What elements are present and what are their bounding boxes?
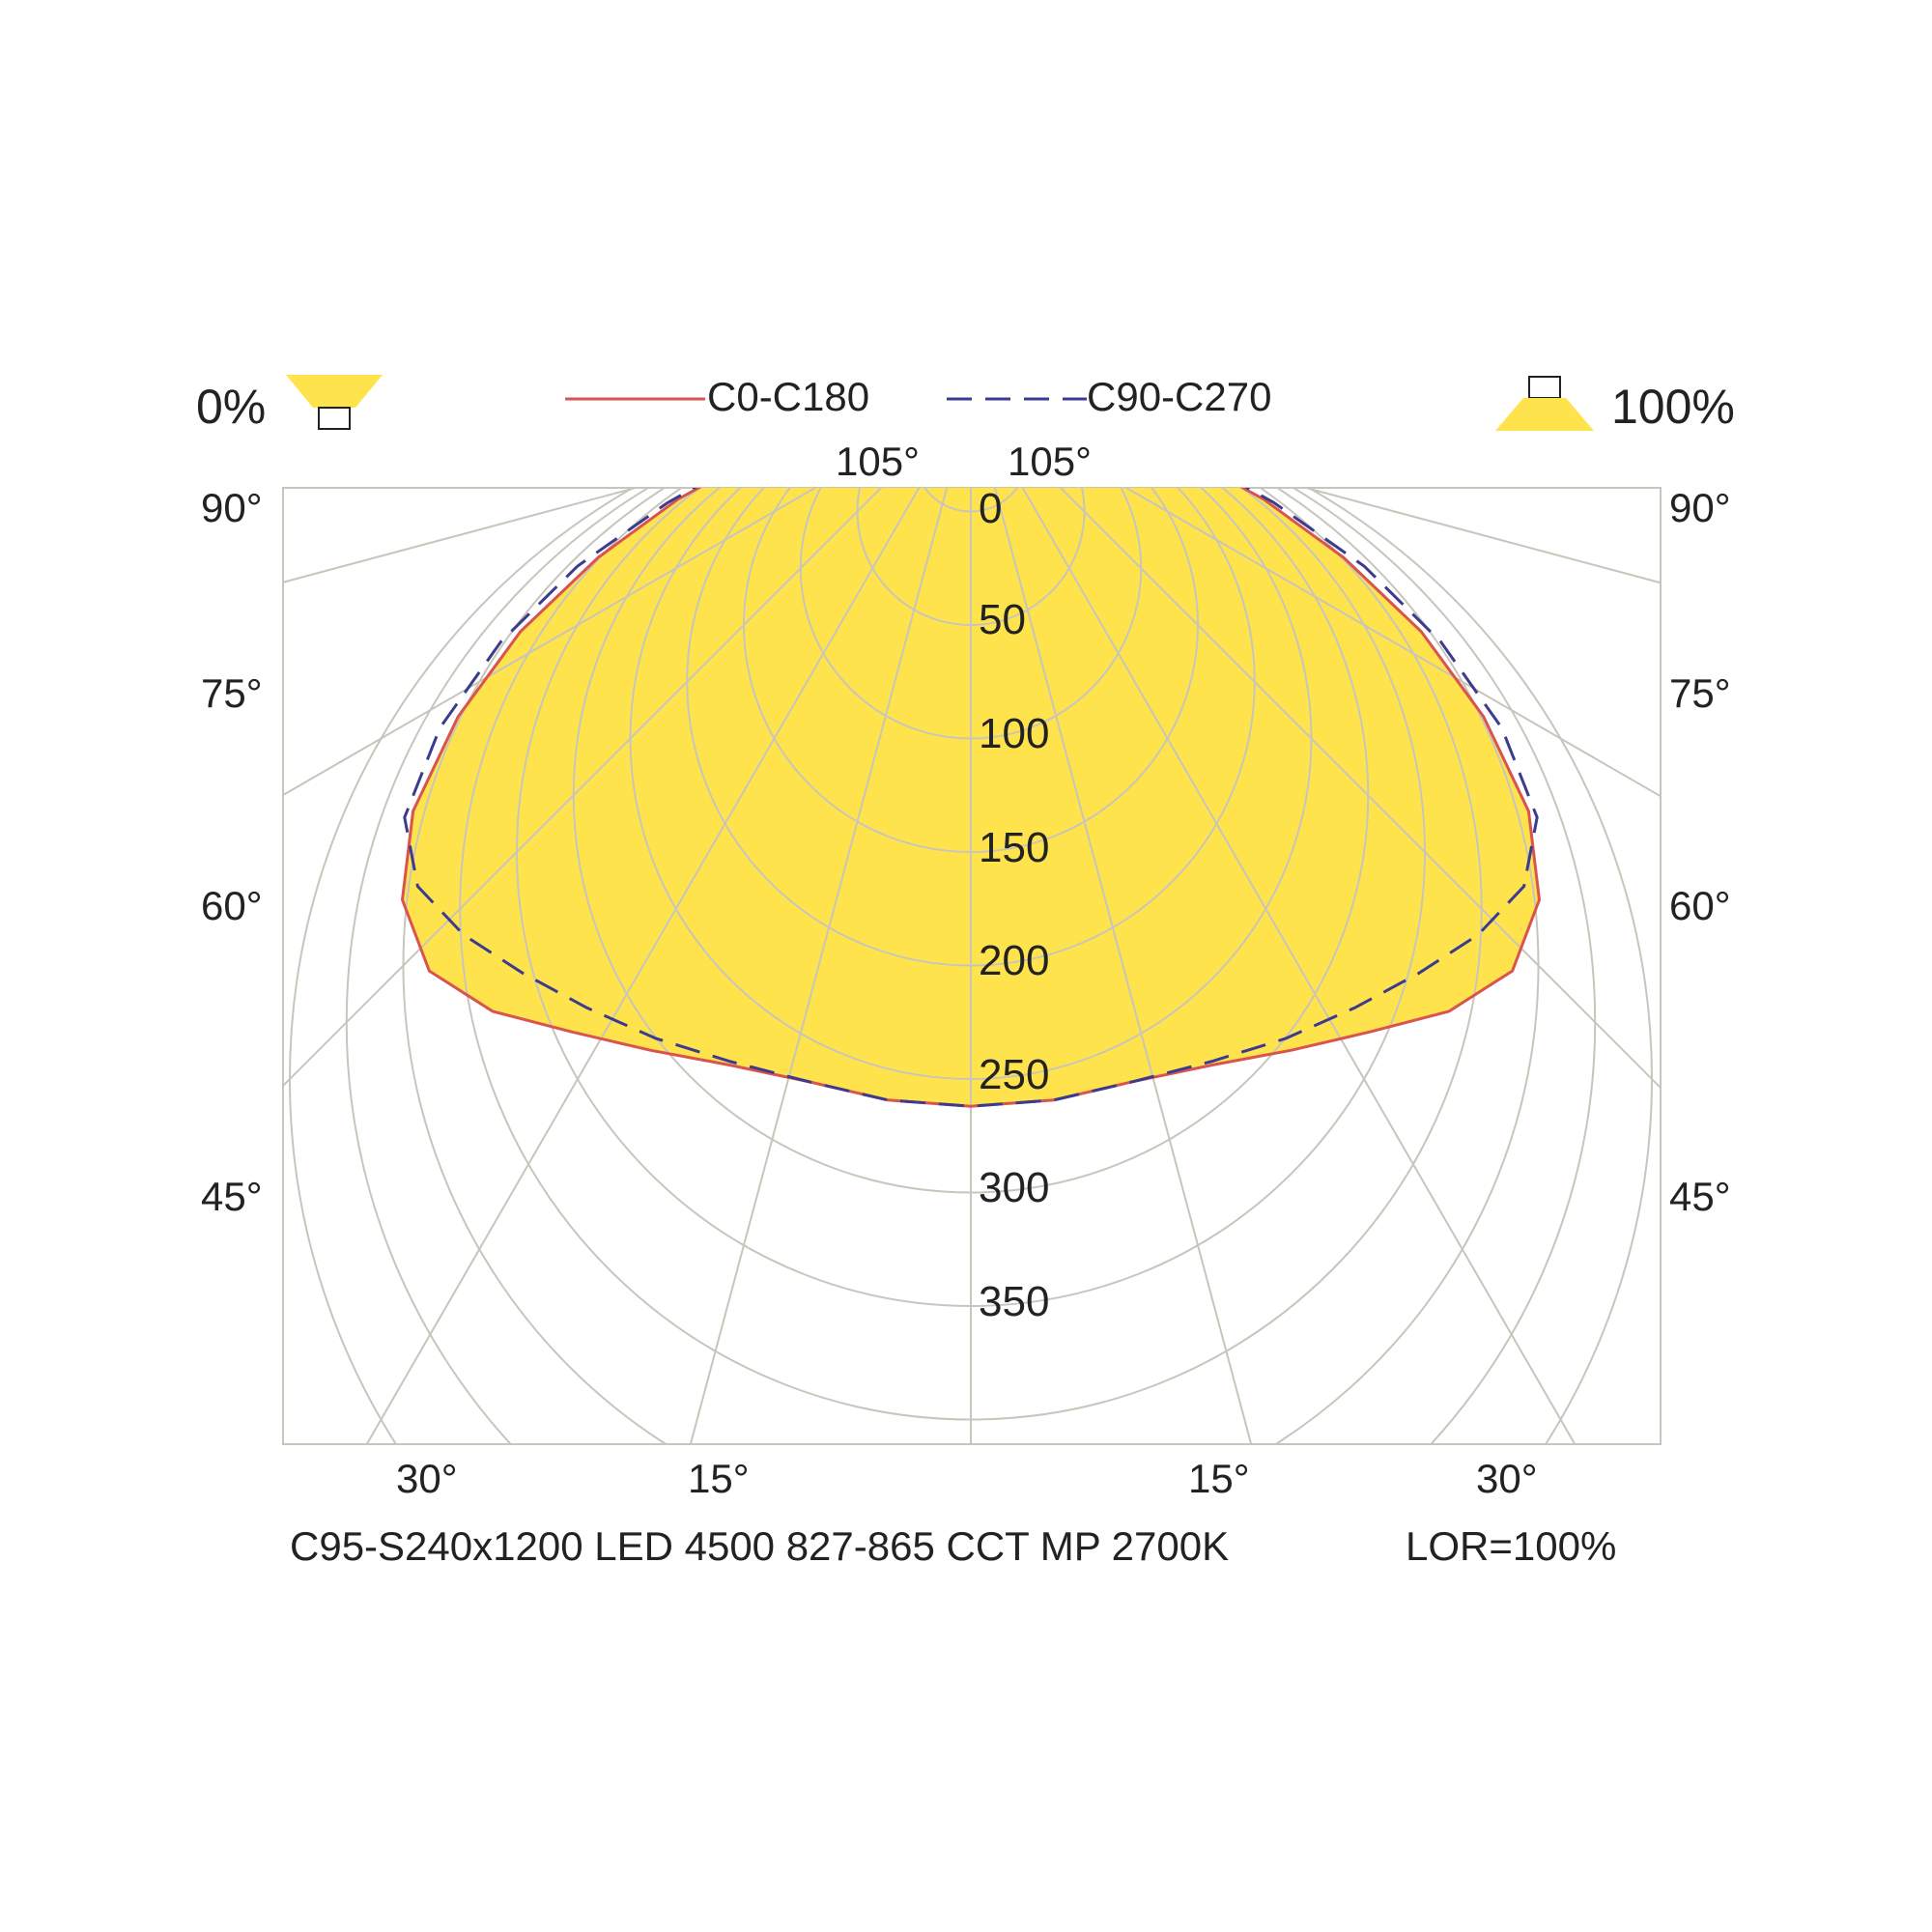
angle-label: 45° bbox=[1669, 1174, 1731, 1219]
downward-luminaire-icon bbox=[1528, 376, 1561, 399]
radial-tick-label: 300 bbox=[979, 1164, 1049, 1211]
angle-label: 15° bbox=[688, 1456, 750, 1501]
radial-tick-label: 100 bbox=[979, 710, 1049, 757]
downward-light-icon bbox=[1495, 398, 1594, 431]
grid-ray bbox=[1124, 488, 1661, 798]
grid-ray bbox=[283, 488, 883, 1088]
grid-ray bbox=[689, 488, 949, 1444]
downward-percentage: 100% bbox=[1611, 380, 1735, 434]
angle-label: 105° bbox=[1008, 439, 1092, 484]
legend: C0-C180 C90-C270 bbox=[565, 374, 1271, 419]
downward-light-indicator: 100% bbox=[1495, 376, 1735, 434]
angle-labels: 105° 105° 90° 75° 60° 45° 90° 75° 60° 45… bbox=[201, 439, 1731, 1501]
radial-tick-label: 200 bbox=[979, 937, 1049, 984]
angle-label: 60° bbox=[1669, 883, 1731, 928]
legend-label-c90-c270: C90-C270 bbox=[1087, 374, 1271, 419]
angle-label: 90° bbox=[201, 485, 263, 530]
grid-ray bbox=[1021, 488, 1577, 1444]
upward-luminaire-icon bbox=[318, 407, 351, 430]
series-line-c90-c270 bbox=[403, 488, 1539, 1108]
upward-light-icon bbox=[286, 375, 383, 408]
grid-ray bbox=[993, 488, 1253, 1444]
polar-grid bbox=[283, 488, 1661, 1444]
upward-light-indicator: 0% bbox=[196, 375, 383, 434]
radial-tick-label: 350 bbox=[979, 1278, 1049, 1325]
angle-label: 105° bbox=[836, 439, 920, 484]
radial-tick-label: 150 bbox=[979, 824, 1049, 871]
angle-label: 75° bbox=[201, 670, 263, 716]
grid-ray bbox=[1059, 488, 1661, 1090]
angle-label: 75° bbox=[1669, 670, 1731, 716]
series-line-c0-c180 bbox=[400, 488, 1542, 1108]
legend-label-c0-c180: C0-C180 bbox=[707, 374, 869, 419]
grid-ray bbox=[283, 488, 817, 797]
grid-ray bbox=[365, 488, 921, 1444]
radial-tick-label: 250 bbox=[979, 1051, 1049, 1098]
chart-caption: C95-S240x1200 LED 4500 827-865 CCT MP 27… bbox=[290, 1523, 1229, 1569]
angle-label: 15° bbox=[1188, 1456, 1250, 1501]
upward-percentage: 0% bbox=[196, 380, 266, 434]
radial-tick-label: 50 bbox=[979, 596, 1026, 643]
lor-label: LOR=100% bbox=[1406, 1523, 1616, 1569]
angle-label: 30° bbox=[1476, 1456, 1538, 1501]
angle-label: 45° bbox=[201, 1174, 263, 1219]
angle-label: 60° bbox=[201, 883, 263, 928]
angle-label: 30° bbox=[396, 1456, 458, 1501]
angle-label: 90° bbox=[1669, 485, 1731, 530]
radial-tick-label: 0 bbox=[979, 485, 1002, 532]
radial-tick-labels: 0 50 100 150 200 250 300 350 bbox=[979, 485, 1049, 1325]
